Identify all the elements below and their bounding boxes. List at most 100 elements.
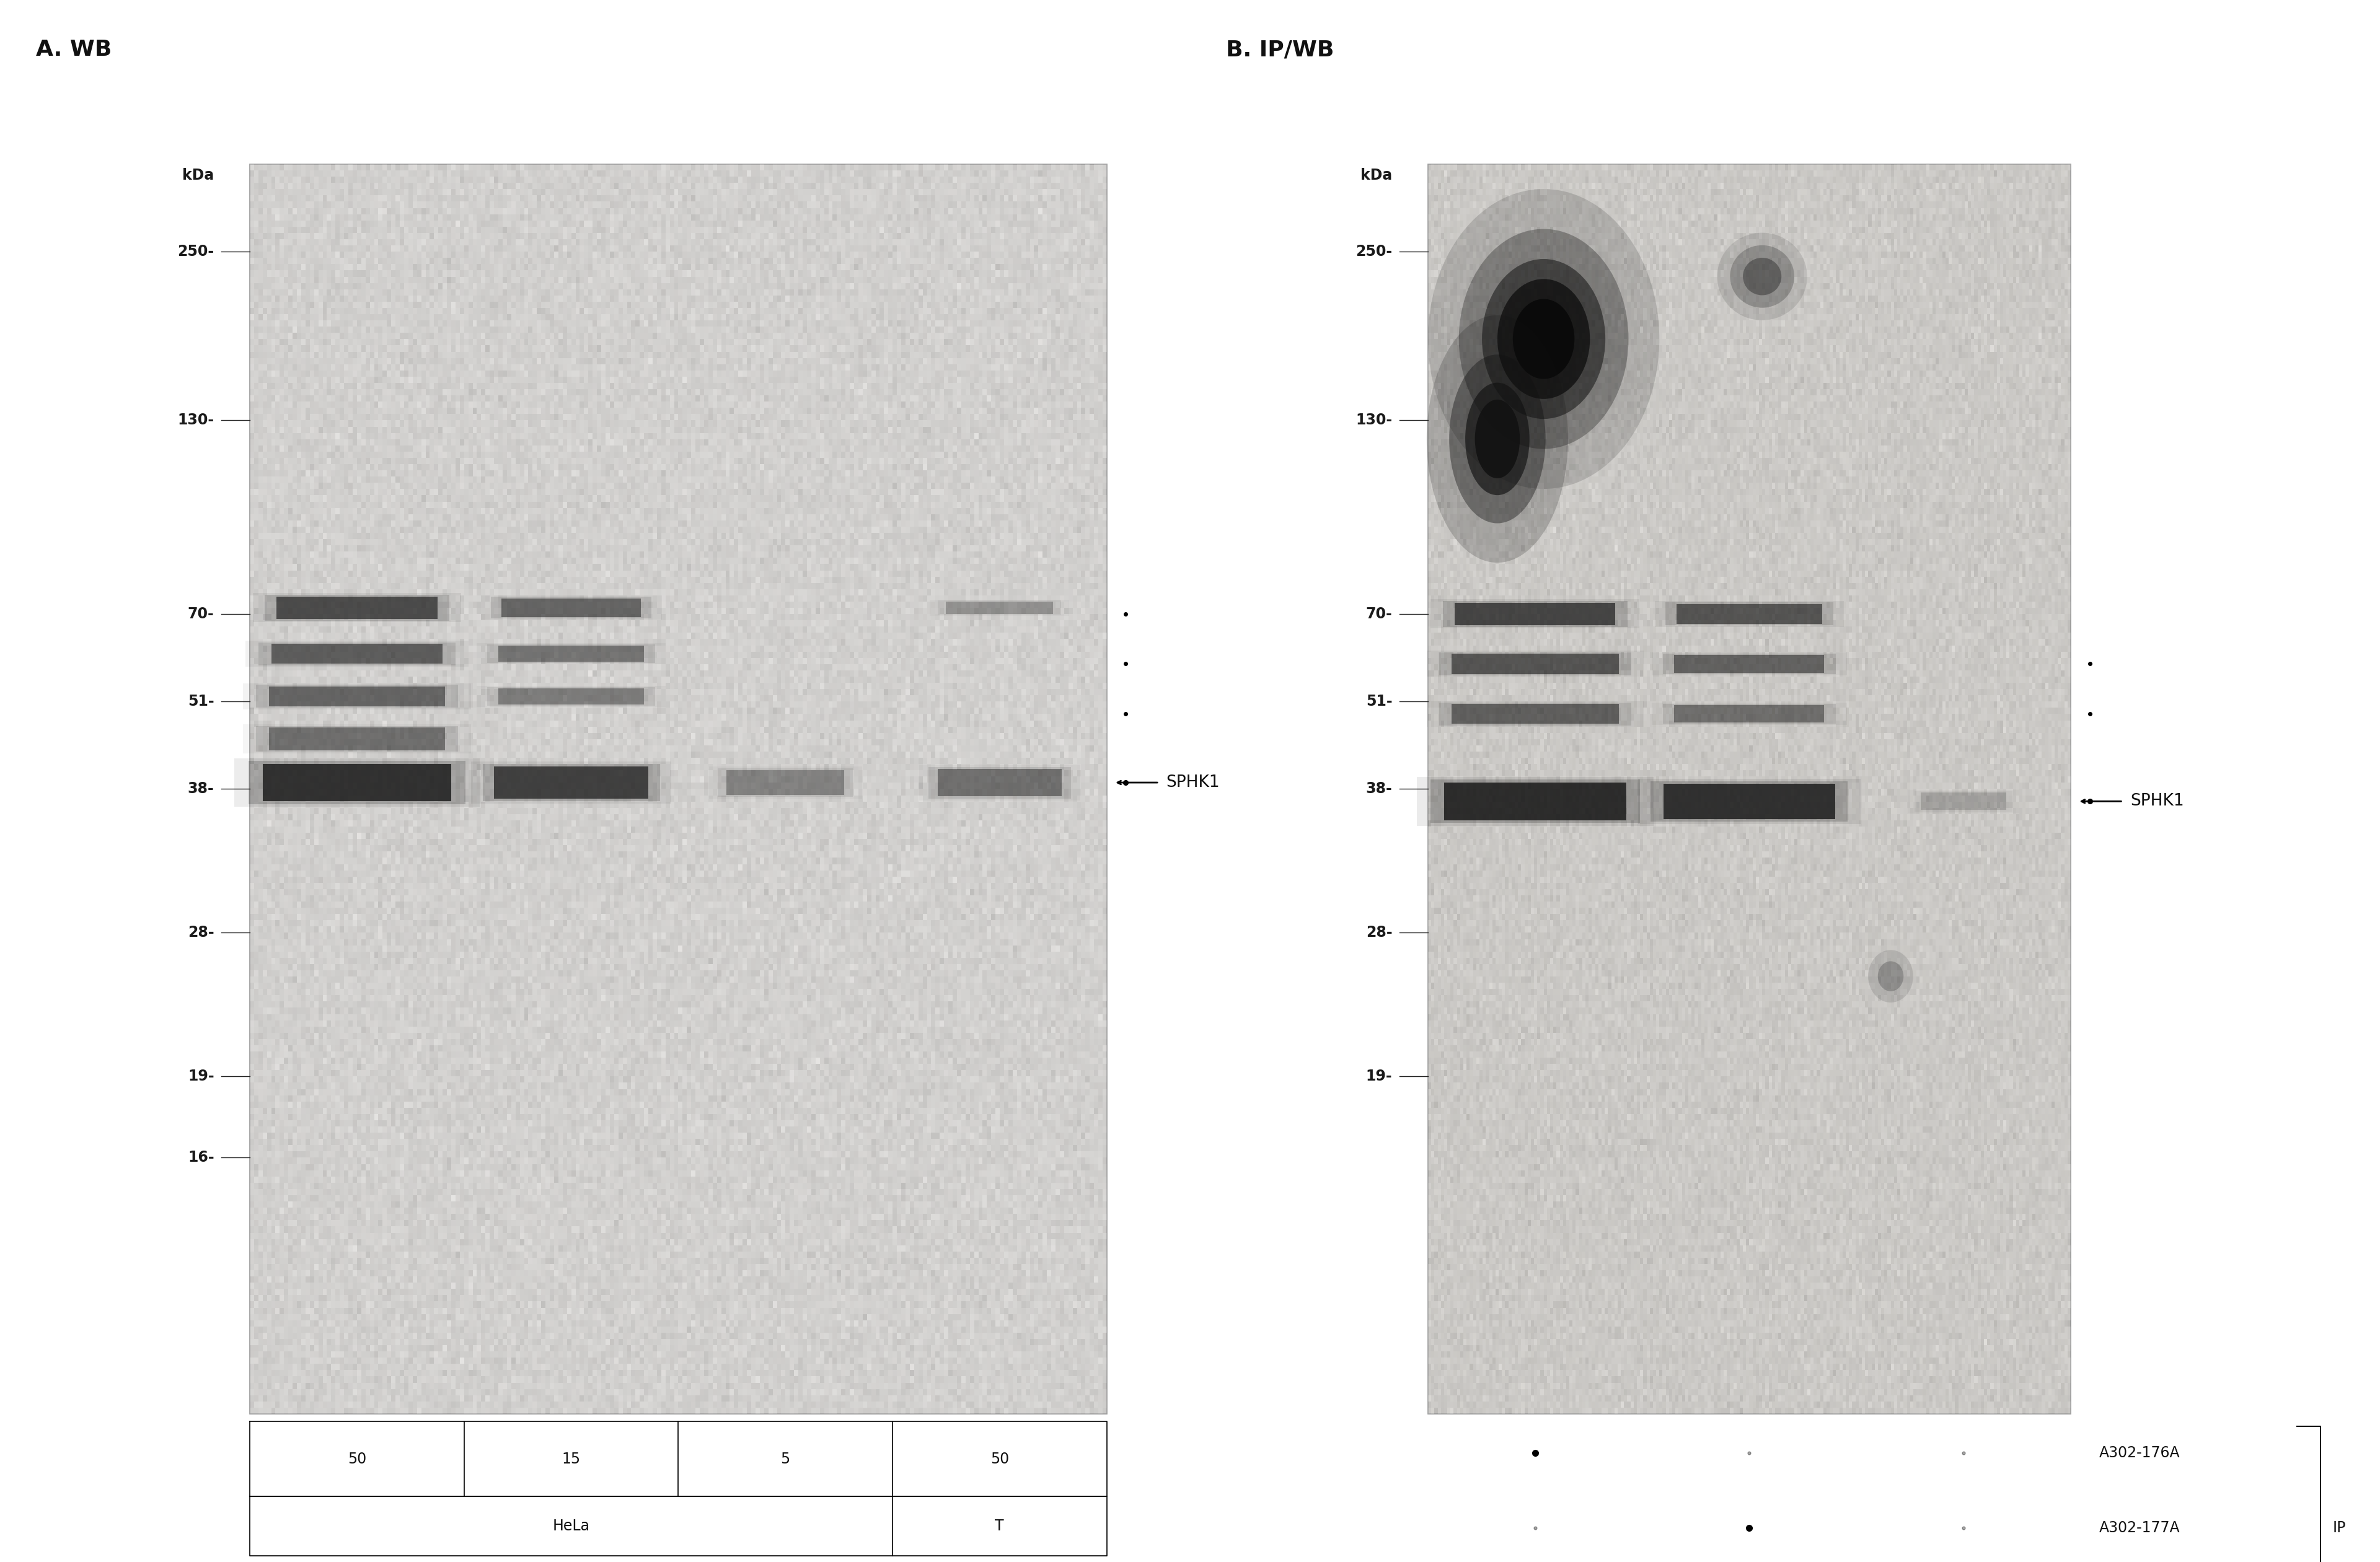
Text: IP: IP — [2332, 1520, 2347, 1535]
Text: 38-: 38- — [188, 781, 214, 797]
Bar — [1445, 783, 1626, 820]
Bar — [488, 687, 654, 706]
Bar — [1426, 701, 1645, 726]
Ellipse shape — [1742, 258, 1780, 295]
Bar — [1654, 601, 1844, 626]
Text: 19-: 19- — [1366, 1068, 1392, 1084]
Bar — [1676, 704, 1823, 723]
Text: SPHK1: SPHK1 — [2130, 793, 2185, 809]
Bar — [1652, 781, 1847, 822]
Bar — [250, 164, 1107, 1414]
Text: 50: 50 — [990, 1451, 1009, 1467]
Bar — [269, 728, 445, 750]
Bar — [1666, 603, 1833, 625]
Text: kDa: kDa — [183, 167, 214, 183]
Ellipse shape — [1466, 383, 1530, 495]
Bar — [1428, 164, 2071, 1414]
Bar — [1914, 792, 2013, 811]
Bar — [271, 644, 443, 664]
Ellipse shape — [1483, 259, 1607, 419]
Bar — [1909, 790, 2018, 812]
Bar — [471, 761, 671, 804]
Ellipse shape — [1497, 280, 1590, 398]
Text: 15: 15 — [562, 1451, 581, 1467]
Bar — [262, 764, 452, 801]
Bar — [245, 640, 469, 667]
Bar — [1664, 784, 1835, 818]
Bar — [248, 761, 466, 804]
Text: 19-: 19- — [188, 1068, 214, 1084]
Text: A302-177A: A302-177A — [2099, 1520, 2180, 1535]
Bar — [1440, 703, 1630, 725]
Bar — [938, 769, 1061, 797]
Bar — [483, 764, 659, 801]
Bar — [931, 600, 1069, 615]
Text: A302-176A: A302-176A — [2099, 1445, 2180, 1460]
Text: 5: 5 — [781, 1451, 790, 1467]
Bar — [1430, 779, 1640, 823]
Bar — [243, 683, 471, 709]
Bar — [490, 597, 652, 619]
Bar — [1454, 603, 1616, 625]
Bar — [481, 595, 662, 620]
Text: 51-: 51- — [1366, 694, 1392, 709]
Bar — [1664, 654, 1835, 673]
Text: B. IP/WB: B. IP/WB — [1226, 39, 1333, 59]
Bar — [1676, 654, 1823, 673]
Bar — [1652, 703, 1847, 725]
Bar — [947, 601, 1052, 614]
Bar — [236, 758, 478, 808]
Ellipse shape — [1878, 961, 1904, 992]
Ellipse shape — [1459, 230, 1628, 448]
Text: 250-: 250- — [178, 244, 214, 259]
Text: 51-: 51- — [188, 694, 214, 709]
Bar — [726, 770, 845, 795]
Bar — [476, 686, 666, 708]
Ellipse shape — [1514, 298, 1576, 380]
Text: 130-: 130- — [1357, 412, 1392, 428]
Text: kDa: kDa — [1361, 167, 1392, 183]
Bar — [497, 689, 645, 704]
Bar — [1676, 604, 1823, 623]
Bar — [1452, 654, 1618, 673]
Bar — [719, 769, 852, 797]
Bar — [243, 725, 471, 753]
Text: HeLa: HeLa — [552, 1518, 590, 1534]
Ellipse shape — [1730, 245, 1795, 308]
Bar — [1652, 653, 1847, 675]
Ellipse shape — [1868, 950, 1914, 1003]
Bar — [919, 765, 1081, 800]
Text: 250-: 250- — [1357, 244, 1392, 259]
Bar — [1442, 601, 1628, 626]
Bar — [497, 645, 645, 662]
Text: 70-: 70- — [188, 606, 214, 622]
Bar — [1416, 776, 1654, 826]
Bar — [1426, 651, 1645, 676]
Ellipse shape — [1449, 355, 1545, 523]
Bar — [938, 600, 1061, 615]
Text: 130-: 130- — [178, 412, 214, 428]
Ellipse shape — [1426, 316, 1568, 562]
Bar — [1430, 600, 1640, 628]
Bar — [1637, 778, 1861, 825]
Bar — [928, 767, 1071, 798]
Bar — [476, 644, 666, 664]
Bar — [264, 595, 450, 620]
Bar — [502, 598, 640, 617]
Ellipse shape — [1428, 189, 1659, 489]
Bar — [276, 597, 438, 619]
Bar — [1921, 792, 2006, 811]
Bar — [1452, 704, 1618, 723]
Bar — [1440, 653, 1630, 675]
Ellipse shape — [1718, 233, 1806, 320]
Text: SPHK1: SPHK1 — [1166, 775, 1221, 790]
Bar — [488, 645, 654, 664]
Text: 16-: 16- — [188, 1150, 214, 1165]
Text: 28-: 28- — [188, 925, 214, 940]
Bar — [709, 767, 862, 798]
Bar — [257, 684, 457, 708]
Text: T: T — [995, 1518, 1004, 1534]
Text: A. WB: A. WB — [36, 39, 112, 59]
Bar — [259, 642, 455, 665]
Text: 38-: 38- — [1366, 781, 1392, 797]
